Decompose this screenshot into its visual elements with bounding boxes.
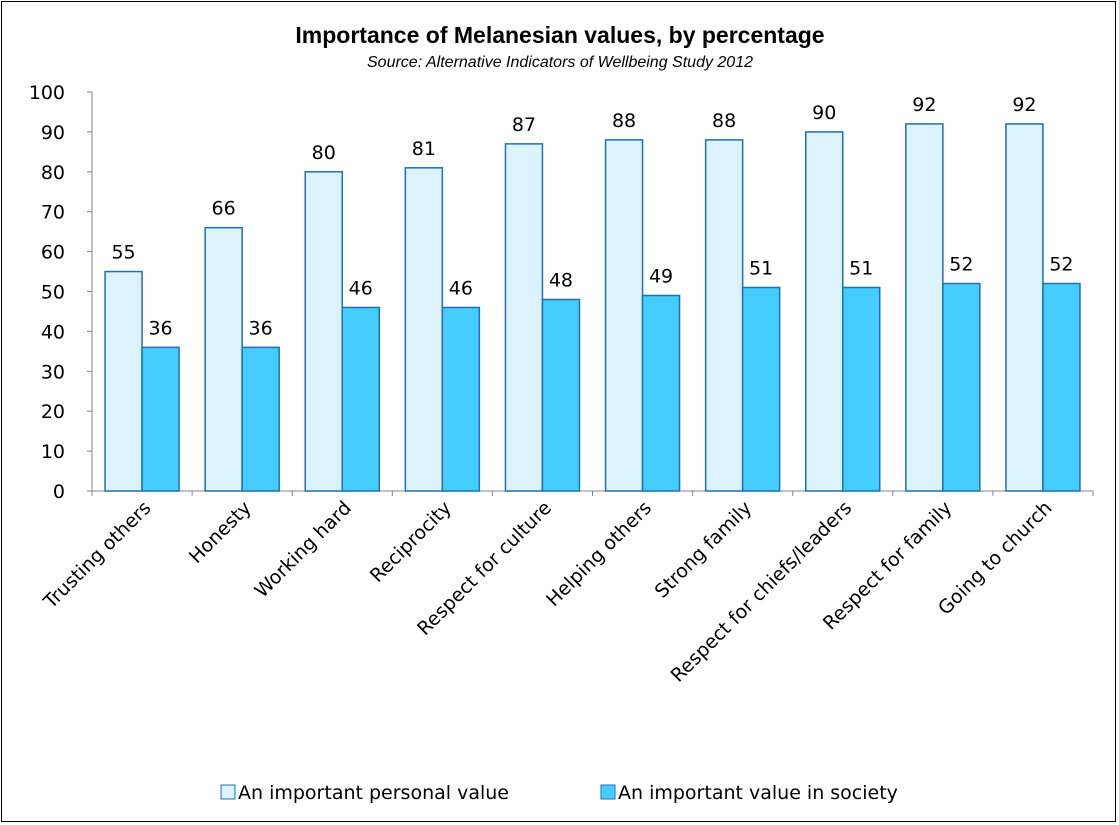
data-label: 51 xyxy=(849,258,873,280)
data-label: 88 xyxy=(612,110,636,132)
category-label: Respect for chiefs/leaders xyxy=(667,497,857,687)
bar-society-value xyxy=(641,294,681,492)
data-label: 36 xyxy=(148,317,172,339)
bar-personal-value xyxy=(1005,123,1044,492)
legend-label: An important personal value xyxy=(238,782,509,804)
data-label: 46 xyxy=(449,277,473,299)
data-label: 80 xyxy=(312,142,336,164)
y-tick-label: 30 xyxy=(41,361,65,383)
legend-swatch xyxy=(600,784,616,800)
chart-title: Importance of Melanesian values, by perc… xyxy=(295,22,824,48)
category-label: Trusting others xyxy=(39,497,156,614)
y-tick-label: 90 xyxy=(41,122,65,144)
chart-subtitle: Source: Alternative Indicators of Wellbe… xyxy=(367,54,753,71)
data-label: 88 xyxy=(712,110,736,132)
data-label: 66 xyxy=(212,198,236,220)
bar-society-value xyxy=(441,306,481,492)
category-label: Helping others xyxy=(542,497,656,611)
y-tick-label: 10 xyxy=(41,441,65,463)
data-label: 81 xyxy=(412,138,436,160)
y-tick-label: 20 xyxy=(41,401,65,423)
category-label: Working hard xyxy=(251,497,356,602)
bar-personal-value xyxy=(104,270,143,492)
bar-personal-value xyxy=(404,167,444,492)
data-label: 55 xyxy=(111,242,135,264)
bar-society-value xyxy=(1042,282,1081,492)
data-label: 46 xyxy=(349,277,373,299)
bar-society-value xyxy=(942,282,981,492)
y-tick-label: 50 xyxy=(41,282,65,304)
data-label: 92 xyxy=(912,94,936,116)
data-label: 36 xyxy=(249,317,273,339)
y-tick-label: 100 xyxy=(29,82,65,104)
category-label: Strong family xyxy=(651,497,757,603)
legend-swatch xyxy=(220,784,236,800)
data-label: 92 xyxy=(1012,94,1036,116)
bar-society-value xyxy=(842,286,881,492)
category-label: Honesty xyxy=(185,497,256,568)
bar-personal-value xyxy=(704,139,744,492)
data-label: 49 xyxy=(649,265,673,287)
y-tick-label: 80 xyxy=(41,162,65,184)
bar-personal-value xyxy=(604,139,644,492)
y-tick-label: 60 xyxy=(41,242,65,264)
bar-personal-value xyxy=(304,171,343,492)
bar-personal-value xyxy=(504,143,544,492)
bar-society-value xyxy=(341,306,380,492)
legend-label: An important value in society xyxy=(618,782,898,804)
bar-personal-value xyxy=(905,123,944,492)
bar-society-value xyxy=(741,286,781,492)
bar-society-value xyxy=(141,346,180,492)
plot-area: 0 10 20 30 40 50 60 70 80 90 100 55 36 Trusting other… xyxy=(29,82,1094,687)
data-label: 52 xyxy=(1049,254,1073,276)
y-tick-label: 0 xyxy=(53,481,65,503)
data-label: 87 xyxy=(512,114,536,136)
y-tick-label: 70 xyxy=(41,202,65,224)
data-label: 90 xyxy=(812,102,836,124)
bar-personal-value xyxy=(204,226,243,492)
data-label: 51 xyxy=(749,258,773,280)
data-label: 48 xyxy=(549,269,573,291)
legend: An important personal value An important … xyxy=(220,782,898,804)
data-label: 52 xyxy=(949,254,973,276)
y-tick-label: 40 xyxy=(41,321,65,343)
bar-personal-value xyxy=(805,131,844,492)
category-label: Reciprocity xyxy=(366,497,456,587)
bar-society-value xyxy=(241,346,280,492)
bar-society-value xyxy=(541,298,581,492)
